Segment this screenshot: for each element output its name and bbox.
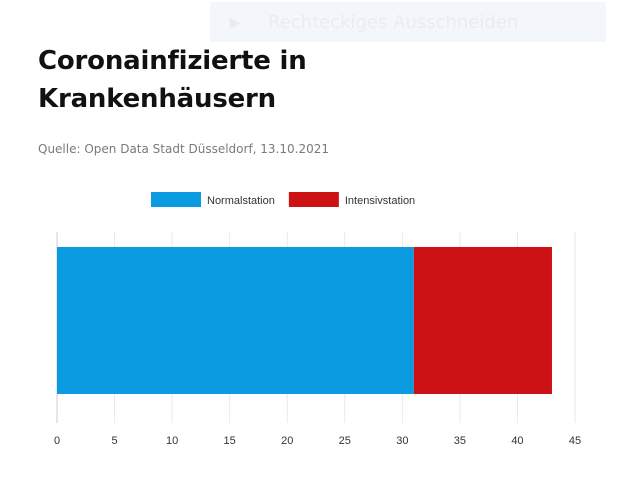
legend-swatch xyxy=(151,192,201,207)
legend-label: Normalstation xyxy=(207,195,275,207)
x-tick-label: 30 xyxy=(396,435,408,447)
x-tick-label: 5 xyxy=(111,435,117,447)
snip-mode-label[interactable]: Rechteckiges Ausschneiden xyxy=(268,11,519,33)
x-tick-label: 45 xyxy=(569,435,581,447)
x-tick-label: 0 xyxy=(54,435,60,447)
x-tick-label: 35 xyxy=(454,435,466,447)
bar-normalstation xyxy=(57,247,414,394)
x-tick-label: 25 xyxy=(339,435,351,447)
x-tick-label: 40 xyxy=(511,435,523,447)
play-icon[interactable]: ▶ xyxy=(229,13,241,30)
x-tick-label: 20 xyxy=(281,435,293,447)
source-note: Quelle: Open Data Stadt Düsseldorf, 13.1… xyxy=(38,142,330,156)
bar-intensivstation xyxy=(413,247,552,394)
legend-swatch xyxy=(288,192,339,207)
page-title: Coronainfizierte in Krankenhäusern xyxy=(38,46,307,114)
x-axis: 0 5 10 15 20 25 30 35 40 45 xyxy=(54,435,581,447)
chart-legend: Normalstation Intensivstation xyxy=(151,192,415,207)
chart-bars xyxy=(57,247,552,394)
x-tick-label: 10 xyxy=(166,435,178,447)
legend-label: Intensivstation xyxy=(345,195,415,207)
x-tick-label: 15 xyxy=(224,435,236,447)
snipping-toolbar: ▶ Rechteckiges Ausschneiden xyxy=(210,2,606,42)
